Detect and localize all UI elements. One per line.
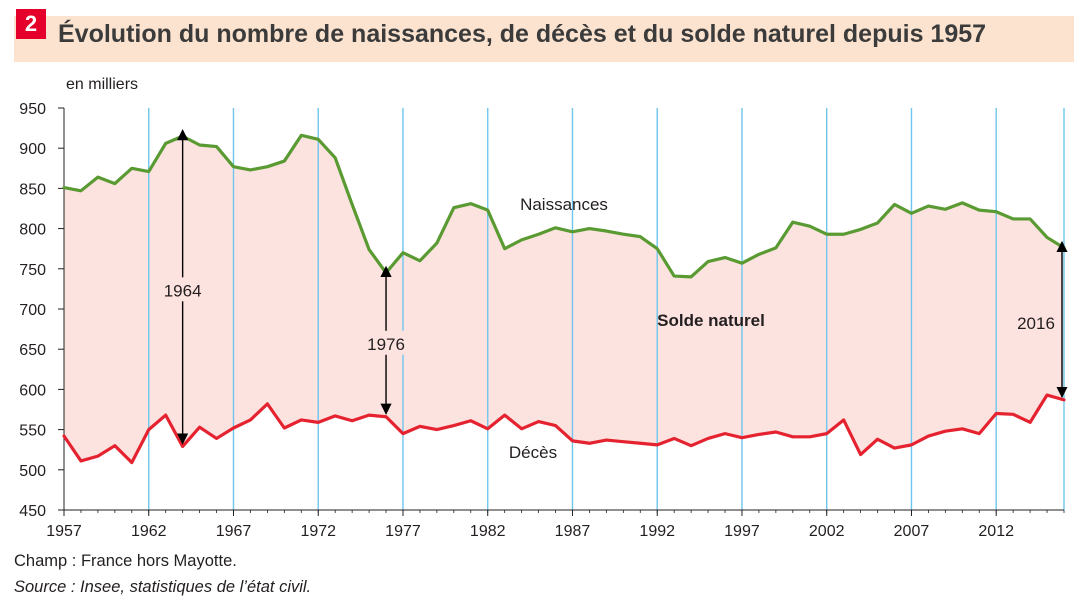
births-series-label: Naissances — [520, 195, 608, 214]
y-tick-label: 800 — [19, 222, 46, 239]
y-tick-label: 900 — [19, 141, 46, 158]
y-tick-label: 850 — [19, 181, 46, 198]
annotation-label-bg — [1012, 309, 1060, 334]
annotation-label-bg — [362, 330, 411, 355]
y-tick-label: 700 — [19, 302, 46, 319]
annotation-label-1976: 1976 — [367, 335, 405, 354]
y-tick-label: 650 — [19, 342, 46, 359]
x-tick-label: 1992 — [639, 523, 675, 540]
x-tick-label: 1997 — [724, 523, 760, 540]
x-tick-label: 2012 — [978, 523, 1014, 540]
y-tick-label: 950 — [19, 101, 46, 118]
x-tick-label: 1957 — [46, 523, 82, 540]
annotation-label-2016: 2016 — [1017, 314, 1055, 333]
annotation-label-1964: 1964 — [164, 281, 202, 300]
annotation-label-bg — [158, 277, 207, 302]
x-tick-label: 1962 — [131, 523, 167, 540]
deaths-series-label: Décès — [509, 443, 557, 462]
x-tick-label: 1987 — [555, 523, 591, 540]
natural-balance-area — [64, 135, 1064, 463]
y-tick-label: 550 — [19, 423, 46, 440]
source-note: Source : Insee, statistiques de l’état c… — [14, 578, 312, 596]
x-tick-label: 1972 — [300, 523, 336, 540]
scope-note: Champ : France hors Mayotte. — [14, 552, 237, 570]
y-tick-label: 500 — [19, 463, 46, 480]
natural-balance-label: Solde naturel — [657, 311, 765, 330]
figure-number-badge: 2 — [16, 9, 46, 39]
title-bar — [14, 16, 1074, 62]
deaths-line — [62, 393, 1066, 465]
x-tick-label: 2007 — [894, 523, 930, 540]
y-tick-label: 750 — [19, 262, 46, 279]
y-tick-label: 450 — [19, 503, 46, 520]
chart-title: Évolution du nombre de naissances, de dé… — [58, 20, 987, 48]
x-tick-label: 1977 — [385, 523, 421, 540]
y-tick-label: 600 — [19, 382, 46, 399]
y-axis-unit-label: en milliers — [66, 76, 138, 93]
x-tick-label: 2002 — [809, 523, 845, 540]
x-tick-label: 1967 — [216, 523, 252, 540]
x-tick-label: 1982 — [470, 523, 506, 540]
births-line — [62, 133, 1066, 279]
